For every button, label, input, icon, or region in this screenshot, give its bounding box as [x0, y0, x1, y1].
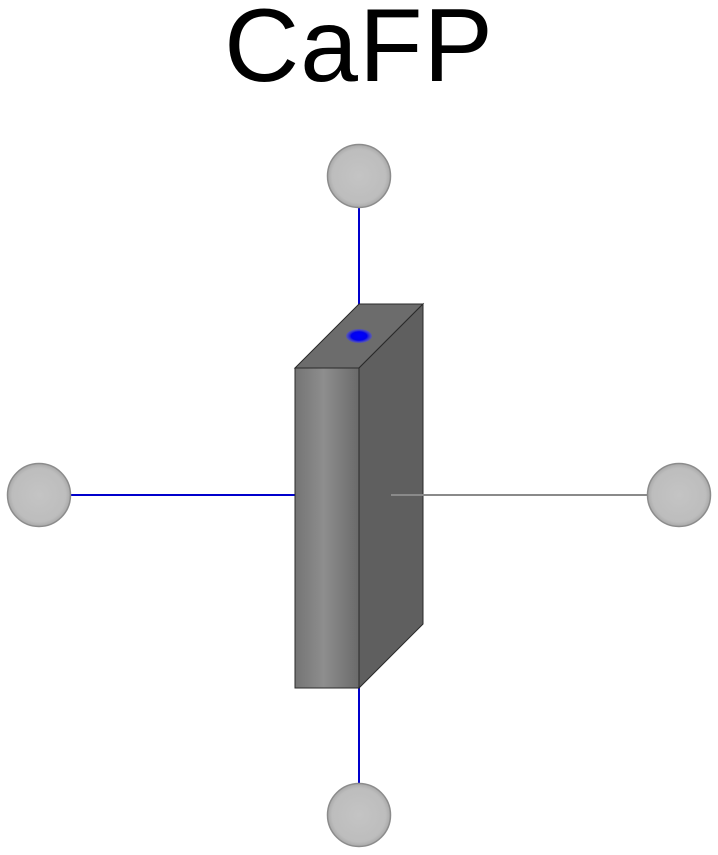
- port-top[interactable]: [326, 143, 392, 209]
- component-title: CaFP: [224, 0, 494, 104]
- port-bottom[interactable]: [326, 782, 392, 848]
- port-left[interactable]: [6, 462, 72, 528]
- block-front-face: [294, 367, 360, 689]
- top-contact-dot: [346, 329, 372, 343]
- port-right[interactable]: [646, 462, 712, 528]
